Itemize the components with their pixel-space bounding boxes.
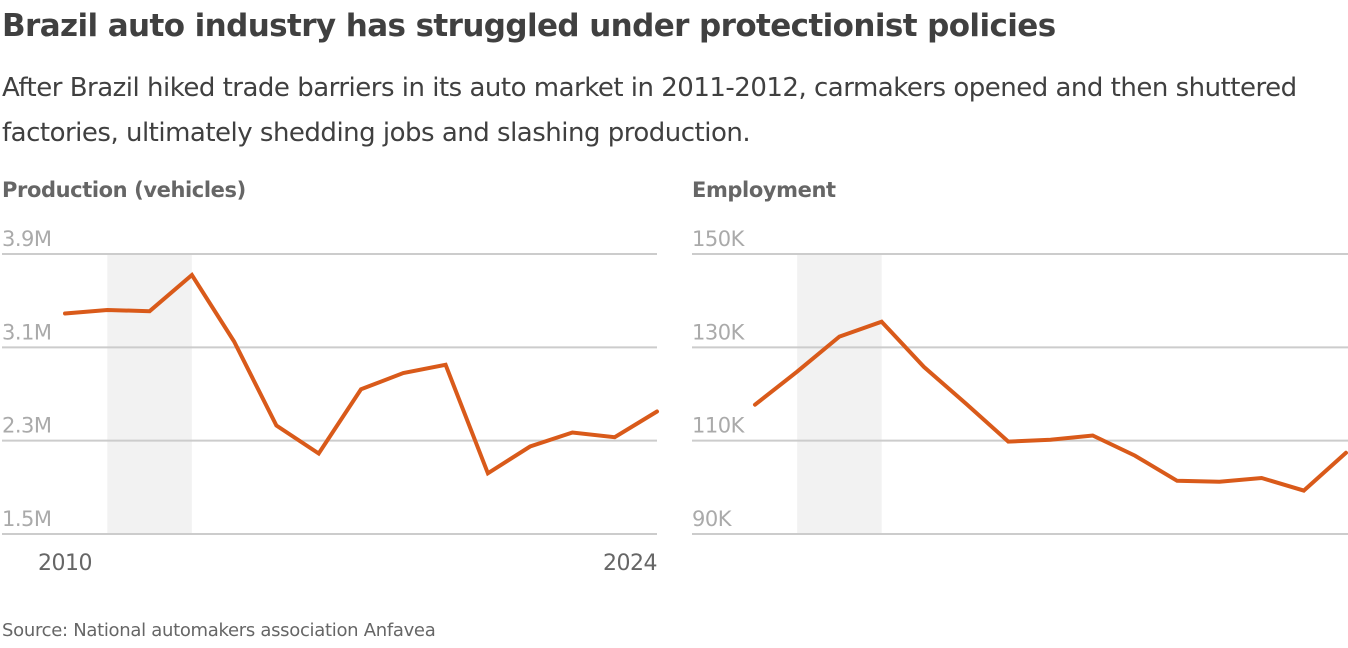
source-note: Source: National automakers association …	[2, 620, 436, 641]
production-y-tick-label: 1.5M	[2, 507, 52, 531]
employment-y-tick-label: 110K	[692, 414, 746, 438]
production-y-tick-label: 3.1M	[2, 320, 52, 344]
production-y-tick-label: 3.9M	[2, 227, 52, 251]
production-x-tick-label: 2024	[603, 551, 657, 576]
employment-panel-title: Employment	[692, 178, 836, 202]
production-x-tick-label: 2010	[38, 551, 92, 576]
chart-subtitle: After Brazil hiked trade barriers in its…	[2, 73, 1297, 148]
employment-y-tick-label: 90K	[692, 507, 733, 531]
employment-chart: 150K 130K 110K 90K	[692, 227, 1348, 535]
production-series-line	[63, 271, 659, 477]
employment-y-tick-label: 150K	[692, 227, 746, 251]
chart-title: Brazil auto industry has struggled under…	[2, 8, 1056, 44]
employment-series-line	[753, 319, 1348, 493]
employment-policy-highlight-band	[797, 254, 882, 534]
production-chart: 3.9M 3.1M 2.3M 1.5M 2010 2024	[2, 227, 659, 576]
production-y-tick-label: 2.3M	[2, 414, 52, 438]
employment-y-tick-label: 130K	[692, 320, 746, 344]
production-policy-highlight-band	[107, 254, 192, 534]
production-panel-title: Production (vehicles)	[2, 178, 246, 202]
